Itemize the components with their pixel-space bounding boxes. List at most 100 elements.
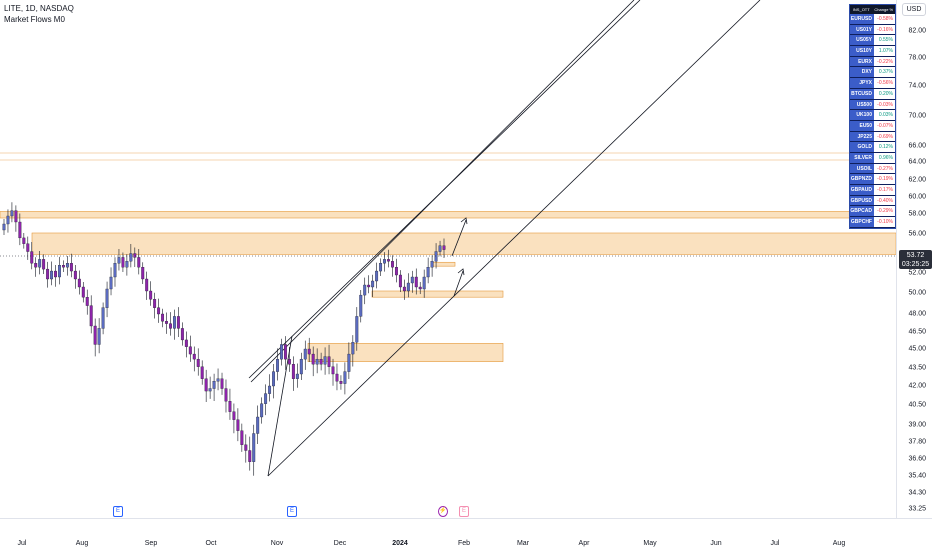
watchlist-row[interactable]: GBPCHF -0.10% (850, 217, 895, 228)
dividend-event-icon[interactable]: ⚡ (438, 506, 448, 517)
watchlist-change: -0.29% (874, 206, 895, 217)
candle-body (22, 237, 26, 244)
time-tick-label: Sep (144, 540, 158, 547)
symbol-title[interactable]: LITE, 1D, NASDAQ (4, 4, 74, 13)
watchlist-symbol: SILVER (850, 152, 874, 163)
chart-header: LITE, 1D, NASDAQ Market Flows M0 (4, 3, 74, 25)
candle-body (232, 411, 236, 420)
candle-body (85, 297, 89, 306)
candle-body (14, 210, 18, 223)
candle-body (287, 358, 291, 365)
watchlist-row[interactable]: JPYX -0.56% (850, 78, 895, 89)
candle-body (398, 274, 402, 288)
candle-body (351, 342, 355, 355)
candle-body (109, 276, 113, 290)
watchlist-change: -0.07% (874, 120, 895, 131)
earnings-event-icon[interactable]: E (287, 506, 297, 517)
candle-body (434, 251, 438, 262)
price-zone[interactable] (31, 232, 896, 255)
candle-body (208, 388, 212, 392)
channel-upper-line-2[interactable] (250, 0, 635, 383)
projection-arrows[interactable] (451, 217, 468, 297)
watchlist-change: 0.96% (874, 152, 895, 163)
watchlist-row[interactable]: GBPAUD -0.17% (850, 185, 895, 196)
watchlist-symbol: JPYX (850, 78, 874, 88)
watchlist-change: -0.58% (874, 14, 895, 24)
watchlist-symbol: GBPCHF (850, 217, 874, 227)
last-price-tag: 53.72 03:25:25 (899, 250, 932, 269)
watchlist-row[interactable]: US500 -0.03% (850, 99, 895, 111)
projection-arrow-small[interactable] (453, 270, 464, 297)
earnings-event-icon[interactable]: E (113, 506, 123, 517)
candle-body (62, 265, 65, 268)
watchlist-row[interactable]: US01Y -0.16% (850, 24, 895, 36)
candle-body (268, 385, 272, 394)
candle-body (426, 266, 430, 278)
watchlist-row[interactable]: EURX -0.22% (850, 56, 895, 68)
watchlist-row[interactable]: UK100 0.03% (850, 110, 895, 121)
watchlist-row[interactable]: GBPNZD -0.19% (850, 174, 895, 185)
time-tick-label: Apr (578, 540, 590, 547)
candle-body (244, 444, 248, 451)
price-zone[interactable] (371, 290, 504, 298)
watchlist-row[interactable]: GBPUSD -0.40% (850, 195, 895, 207)
price-tick-label: 60.00 (908, 193, 926, 201)
indicator-legend[interactable]: Market Flows M0 (4, 15, 65, 24)
watchlist-row[interactable]: GOLD 0.12% (850, 142, 895, 153)
bar-countdown: 03:25:25 (901, 261, 930, 268)
price-tick-label: 58.00 (908, 210, 926, 218)
candle-body (2, 223, 6, 231)
watchlist-header-symbol: INS_OTT (852, 7, 870, 12)
candle-body (379, 263, 383, 272)
price-zone[interactable] (431, 261, 456, 267)
price-tick-label: 40.50 (908, 401, 926, 409)
price-zone[interactable] (0, 211, 896, 219)
candle-body (291, 364, 295, 379)
watchlist-row[interactable]: EURUSD -0.58% (850, 14, 895, 25)
projection-arrow-small-head (457, 268, 465, 276)
time-tick-label: Jun (710, 540, 722, 547)
time-tick-label: May (643, 540, 657, 547)
watchlist-row[interactable]: SILVER 0.96% (850, 152, 895, 164)
candle-body (307, 348, 311, 355)
time-axis[interactable]: Jul Aug Sep Oct Nov Dec 2024 Feb Mar Apr May Jun Jul… (0, 518, 932, 550)
watchlist-row[interactable]: US10Y 1.07% (850, 46, 895, 57)
watchlist-symbol: GBPNZD (850, 174, 874, 184)
candle-body (77, 278, 81, 288)
watchlist-row[interactable]: DXY 0.37% (850, 67, 895, 79)
watchlist-symbol: EURX (850, 56, 874, 67)
watchlist-change: -0.40% (874, 195, 895, 206)
watchlist-row[interactable]: JP225 -0.69% (850, 131, 895, 143)
watchlist-row[interactable]: US05Y 0.55% (850, 35, 895, 47)
candle-body (410, 276, 414, 284)
candle-body (375, 270, 379, 282)
currency-button[interactable]: USD (902, 3, 926, 16)
price-zone[interactable] (307, 343, 504, 362)
watchlist-header: INS_OTT Change % (850, 5, 895, 14)
candle-body (220, 378, 224, 389)
chart-canvas[interactable] (0, 0, 896, 518)
candle-body (339, 381, 343, 384)
watchlist-row[interactable]: BTCUSD 0.20% (850, 88, 895, 100)
watchlist-symbol: BTCUSD (850, 88, 874, 99)
candle-body (129, 253, 133, 262)
projection-arrow-up[interactable] (451, 219, 467, 257)
candle-body (188, 346, 192, 355)
time-tick-label: 2024 (392, 540, 408, 547)
watchlist-symbol: UK100 (850, 110, 874, 120)
candle-body (371, 280, 375, 288)
watchlist-row[interactable]: USOIL -0.27% (850, 163, 895, 175)
candle-body (101, 307, 105, 329)
watchlist-panel: INS_OTT Change % EURUSD -0.58% US01Y -0.16%… (849, 4, 896, 229)
price-tick-label: 74.00 (908, 82, 926, 90)
candle-body (30, 251, 34, 264)
watchlist-change: -0.17% (874, 185, 895, 195)
trend-channel-lines[interactable] (248, 0, 761, 477)
candle-body (89, 305, 93, 327)
candle-body (367, 284, 371, 288)
channel-lower-line[interactable] (267, 0, 761, 477)
watchlist-row[interactable]: EU50 -0.07% (850, 120, 895, 132)
earnings-upcoming-event-icon[interactable]: E (459, 506, 469, 517)
watchlist-row[interactable]: GBPCAD -0.29% (850, 206, 895, 218)
channel-base-line[interactable] (267, 335, 293, 477)
